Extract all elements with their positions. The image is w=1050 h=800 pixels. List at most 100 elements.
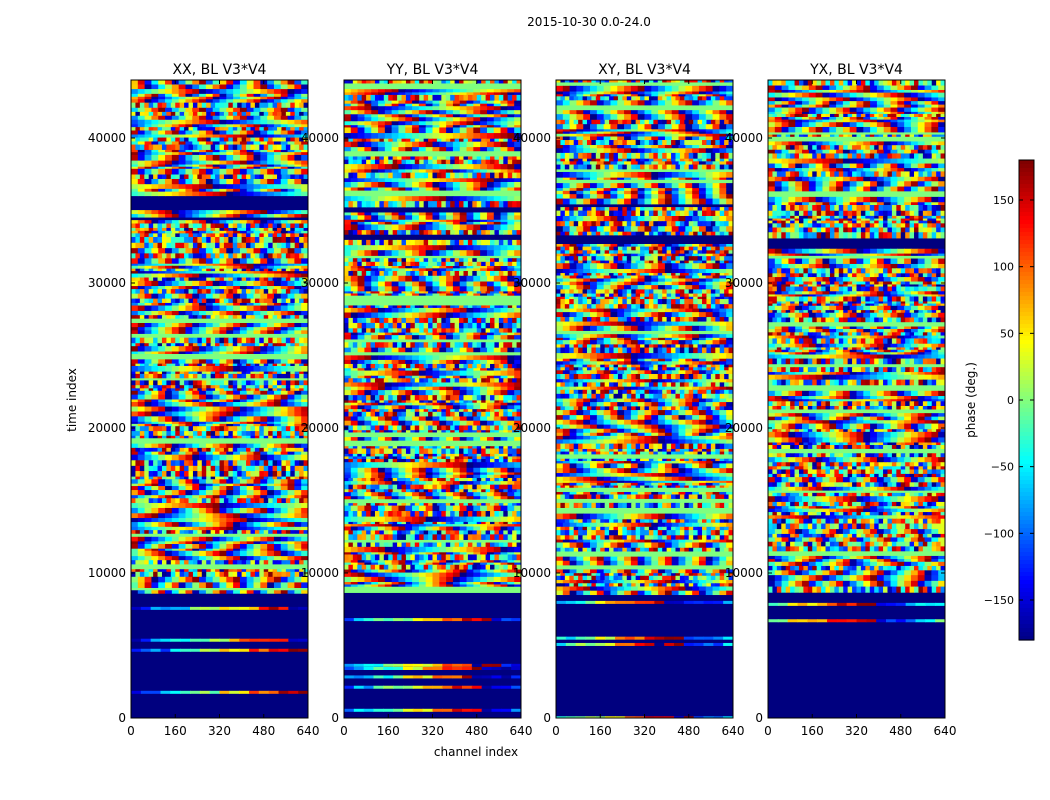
heatmap-cell bbox=[260, 327, 268, 331]
heatmap-cell bbox=[166, 380, 172, 386]
heatmap-cell bbox=[344, 172, 350, 179]
heatmap-cell bbox=[219, 154, 227, 162]
heatmap-cell bbox=[384, 89, 393, 93]
heatmap-cell bbox=[137, 390, 146, 396]
heatmap-cell bbox=[137, 536, 146, 542]
heatmap-cell bbox=[171, 310, 180, 316]
heatmap-cell bbox=[494, 159, 500, 165]
heatmap-cell bbox=[285, 102, 291, 109]
heatmap-cell bbox=[277, 242, 283, 249]
heatmap-cell bbox=[153, 111, 159, 117]
heatmap-cell bbox=[131, 380, 137, 386]
heatmap-cell bbox=[412, 187, 420, 192]
heatmap-cell bbox=[148, 498, 154, 504]
heatmap-cell bbox=[210, 371, 216, 375]
heatmap-cell bbox=[301, 168, 308, 176]
heatmap-cell bbox=[223, 227, 229, 232]
heatmap-cell bbox=[418, 117, 427, 122]
heatmap-cell bbox=[192, 544, 200, 550]
heatmap-cell bbox=[280, 99, 289, 104]
heatmap-cell bbox=[432, 266, 440, 269]
heatmap-cell bbox=[432, 196, 440, 202]
heatmap-cell bbox=[185, 191, 193, 197]
heatmap-cell bbox=[287, 359, 295, 365]
heatmap-cell bbox=[481, 172, 487, 179]
heatmap-cell bbox=[151, 210, 159, 215]
heatmap-cell bbox=[260, 451, 268, 456]
heatmap-cell bbox=[260, 230, 268, 234]
heatmap-cell bbox=[481, 94, 487, 102]
heatmap-cell bbox=[366, 258, 372, 263]
heatmap-cell bbox=[246, 447, 252, 453]
heatmap-cell bbox=[384, 141, 393, 148]
heatmap-cell bbox=[237, 268, 243, 272]
heatmap-cell bbox=[285, 569, 291, 573]
heatmap-cell bbox=[485, 230, 491, 235]
heatmap-cell bbox=[219, 431, 225, 437]
heatmap-cell bbox=[188, 371, 194, 375]
heatmap-cell bbox=[260, 134, 268, 139]
heatmap-cell bbox=[294, 84, 302, 90]
heatmap-cell bbox=[201, 476, 207, 480]
heatmap-cell bbox=[290, 223, 296, 229]
heatmap-cell bbox=[206, 289, 212, 295]
heatmap-cell bbox=[165, 411, 173, 417]
heatmap-cell bbox=[285, 343, 291, 347]
heatmap-cell bbox=[148, 127, 154, 132]
heatmap-cell bbox=[418, 224, 427, 231]
heatmap-cell bbox=[158, 411, 166, 417]
heatmap-cell bbox=[486, 92, 495, 96]
heatmap-cell bbox=[137, 576, 146, 583]
heatmap-cell bbox=[301, 263, 308, 267]
heatmap-cell bbox=[498, 94, 504, 102]
heatmap-cell bbox=[237, 426, 243, 432]
heatmap-cell bbox=[259, 435, 265, 439]
heatmap-cell bbox=[281, 227, 287, 232]
heatmap-cell bbox=[294, 390, 302, 396]
heatmap-cell bbox=[344, 92, 352, 96]
heatmap-cell bbox=[228, 111, 234, 117]
heatmap-cell bbox=[246, 343, 252, 347]
heatmap-cell bbox=[166, 268, 172, 272]
heatmap-cell bbox=[212, 96, 221, 100]
heatmap-cell bbox=[179, 431, 185, 437]
heatmap-cell bbox=[233, 184, 241, 190]
heatmap-cell bbox=[179, 388, 185, 392]
heatmap-cell bbox=[165, 302, 173, 307]
heatmap-cell bbox=[467, 94, 473, 102]
heatmap-cell bbox=[301, 390, 308, 396]
heatmap-cell bbox=[350, 268, 359, 272]
heatmap-cell bbox=[272, 385, 278, 389]
heatmap-cell bbox=[178, 590, 187, 594]
heatmap-cell bbox=[157, 560, 163, 565]
heatmap-cell bbox=[185, 399, 193, 403]
heatmap-cell bbox=[223, 144, 229, 151]
heatmap-cell bbox=[350, 100, 359, 105]
heatmap-cell bbox=[135, 471, 141, 478]
heatmap-cell bbox=[175, 111, 181, 117]
heatmap-cell bbox=[428, 239, 434, 246]
heatmap-cell bbox=[131, 248, 139, 254]
heatmap-cell bbox=[250, 363, 256, 367]
heatmap-cell bbox=[357, 270, 363, 277]
heatmap-cell bbox=[185, 416, 193, 423]
heatmap-cell bbox=[507, 169, 515, 174]
heatmap-cell bbox=[219, 518, 227, 523]
heatmap-cell bbox=[219, 366, 227, 373]
heatmap-cell bbox=[287, 130, 295, 136]
heatmap-cell bbox=[241, 363, 247, 367]
heatmap-cell bbox=[294, 127, 300, 132]
heatmap-cell bbox=[273, 210, 282, 215]
heatmap-cell bbox=[500, 212, 508, 216]
heatmap-cell bbox=[392, 239, 398, 246]
heatmap-cell bbox=[287, 141, 295, 146]
heatmap-cell bbox=[226, 214, 234, 218]
heatmap-cell bbox=[229, 648, 240, 652]
heatmap-cell bbox=[253, 548, 261, 552]
heatmap-cell bbox=[259, 371, 265, 375]
heatmap-cell bbox=[410, 201, 416, 208]
heatmap-cell bbox=[131, 438, 308, 445]
heatmap-cell bbox=[273, 541, 282, 545]
heatmap-cell bbox=[185, 518, 193, 523]
heatmap-cell bbox=[259, 476, 265, 480]
